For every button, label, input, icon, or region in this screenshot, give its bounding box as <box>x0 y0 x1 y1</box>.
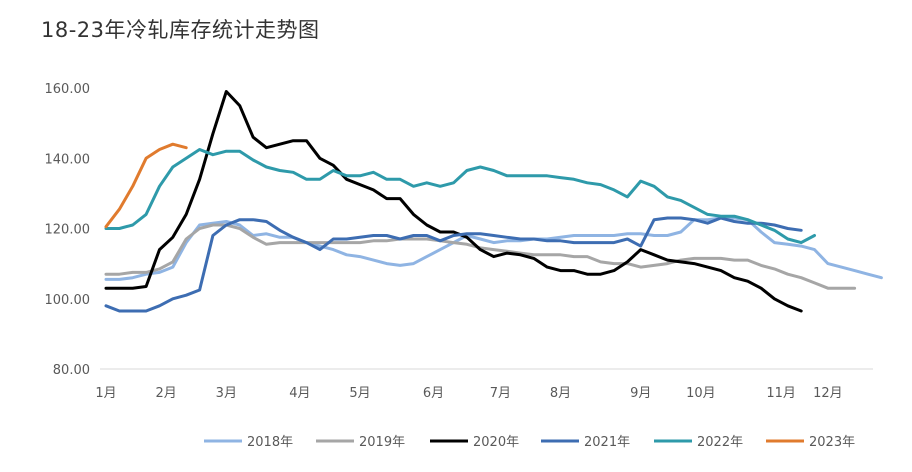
legend-label: 2023年 <box>809 435 855 450</box>
x-tick-label: 9月 <box>630 386 651 401</box>
x-tick-label: 11月 <box>766 386 796 401</box>
legend-label: 2018年 <box>247 435 293 450</box>
y-tick-label: 160.00 <box>45 82 91 97</box>
y-tick-label: 140.00 <box>45 152 91 167</box>
series-line-5 <box>104 142 188 229</box>
x-tick-label: 10月 <box>686 386 716 401</box>
legend-label: 2019年 <box>359 435 405 450</box>
legend-label: 2020年 <box>473 435 519 450</box>
x-tick-label: 2月 <box>156 386 177 401</box>
series-line-3 <box>104 216 803 313</box>
legend-label: 2021年 <box>584 435 630 450</box>
legend: 2018年 2019年 2020年 2021年 2022年 2023年 <box>204 435 855 450</box>
y-tick-label: 100.00 <box>45 293 91 308</box>
y-tick-label: 120.00 <box>45 223 91 238</box>
x-tick-label: 8月 <box>550 386 571 401</box>
x-tick-label: 1月 <box>95 386 116 401</box>
series-line-2 <box>104 90 803 313</box>
series-lines <box>104 90 883 313</box>
legend-label: 2022年 <box>697 435 743 450</box>
chart-title: 18-23年冷轧库存统计走势图 <box>41 18 320 42</box>
y-axis-labels: 80.00 100.00 120.00 140.00 160.00 <box>45 82 91 378</box>
x-tick-label: 4月 <box>289 386 310 401</box>
y-tick-label: 80.00 <box>53 363 90 378</box>
x-tick-label: 5月 <box>349 386 370 401</box>
x-axis-labels: 1月 2月 3月 4月 5月 6月 7月 8月 9月 10月 11月 12月 <box>95 386 842 401</box>
x-tick-label: 3月 <box>216 386 237 401</box>
x-tick-label: 7月 <box>490 386 511 401</box>
x-tick-label: 12月 <box>813 386 843 401</box>
series-line-4 <box>104 148 816 245</box>
x-tick-label: 6月 <box>423 386 444 401</box>
